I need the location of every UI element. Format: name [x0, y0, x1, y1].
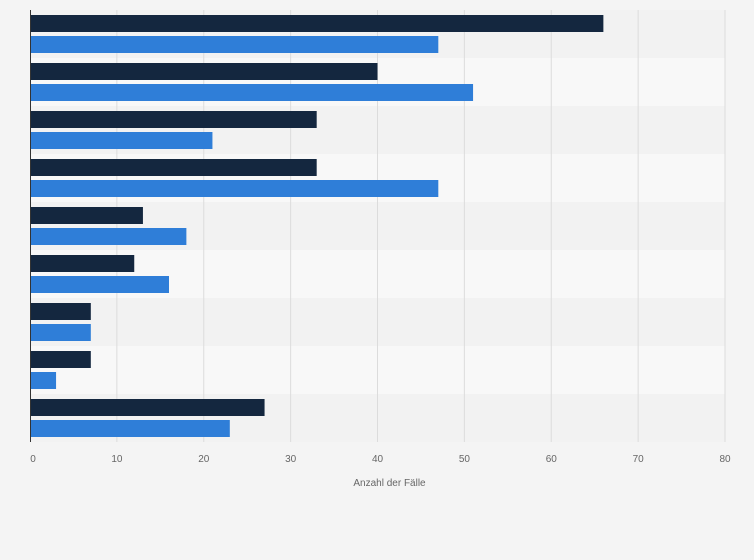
bar-series-2[interactable] — [30, 228, 187, 245]
x-tick-label: 10 — [111, 454, 123, 465]
bar-series-1[interactable] — [30, 303, 91, 320]
bars — [30, 15, 604, 437]
x-tick-label: 20 — [198, 454, 210, 465]
bar-series-2[interactable] — [30, 84, 474, 101]
x-tick-label: 80 — [719, 454, 731, 465]
bar-series-2[interactable] — [30, 372, 57, 389]
bar-series-1[interactable] — [30, 207, 143, 224]
x-tick-label: 70 — [633, 454, 645, 465]
bar-series-1[interactable] — [30, 351, 91, 368]
x-tick-label: 30 — [285, 454, 297, 465]
x-tick-label: 40 — [372, 454, 384, 465]
bar-series-2[interactable] — [30, 420, 230, 437]
bar-series-1[interactable] — [30, 399, 265, 416]
bar-series-1[interactable] — [30, 159, 317, 176]
bar-series-1[interactable] — [30, 63, 378, 80]
x-tick-label: 60 — [546, 454, 558, 465]
bar-series-2[interactable] — [30, 276, 169, 293]
bar-series-2[interactable] — [30, 36, 439, 53]
gridlines — [116, 10, 726, 442]
x-axis-title: Anzahl der Fälle — [353, 478, 426, 489]
x-tick-labels: 0 10 20 30 40 50 60 70 80 — [30, 454, 731, 465]
bar-series-1[interactable] — [30, 15, 604, 32]
bar-series-1[interactable] — [30, 255, 135, 272]
bar-series-2[interactable] — [30, 180, 439, 197]
bar-series-2[interactable] — [30, 132, 213, 149]
x-tick-label: 0 — [30, 454, 36, 465]
x-tick-label: 50 — [459, 454, 471, 465]
bar-series-1[interactable] — [30, 111, 317, 128]
bar-series-2[interactable] — [30, 324, 91, 341]
